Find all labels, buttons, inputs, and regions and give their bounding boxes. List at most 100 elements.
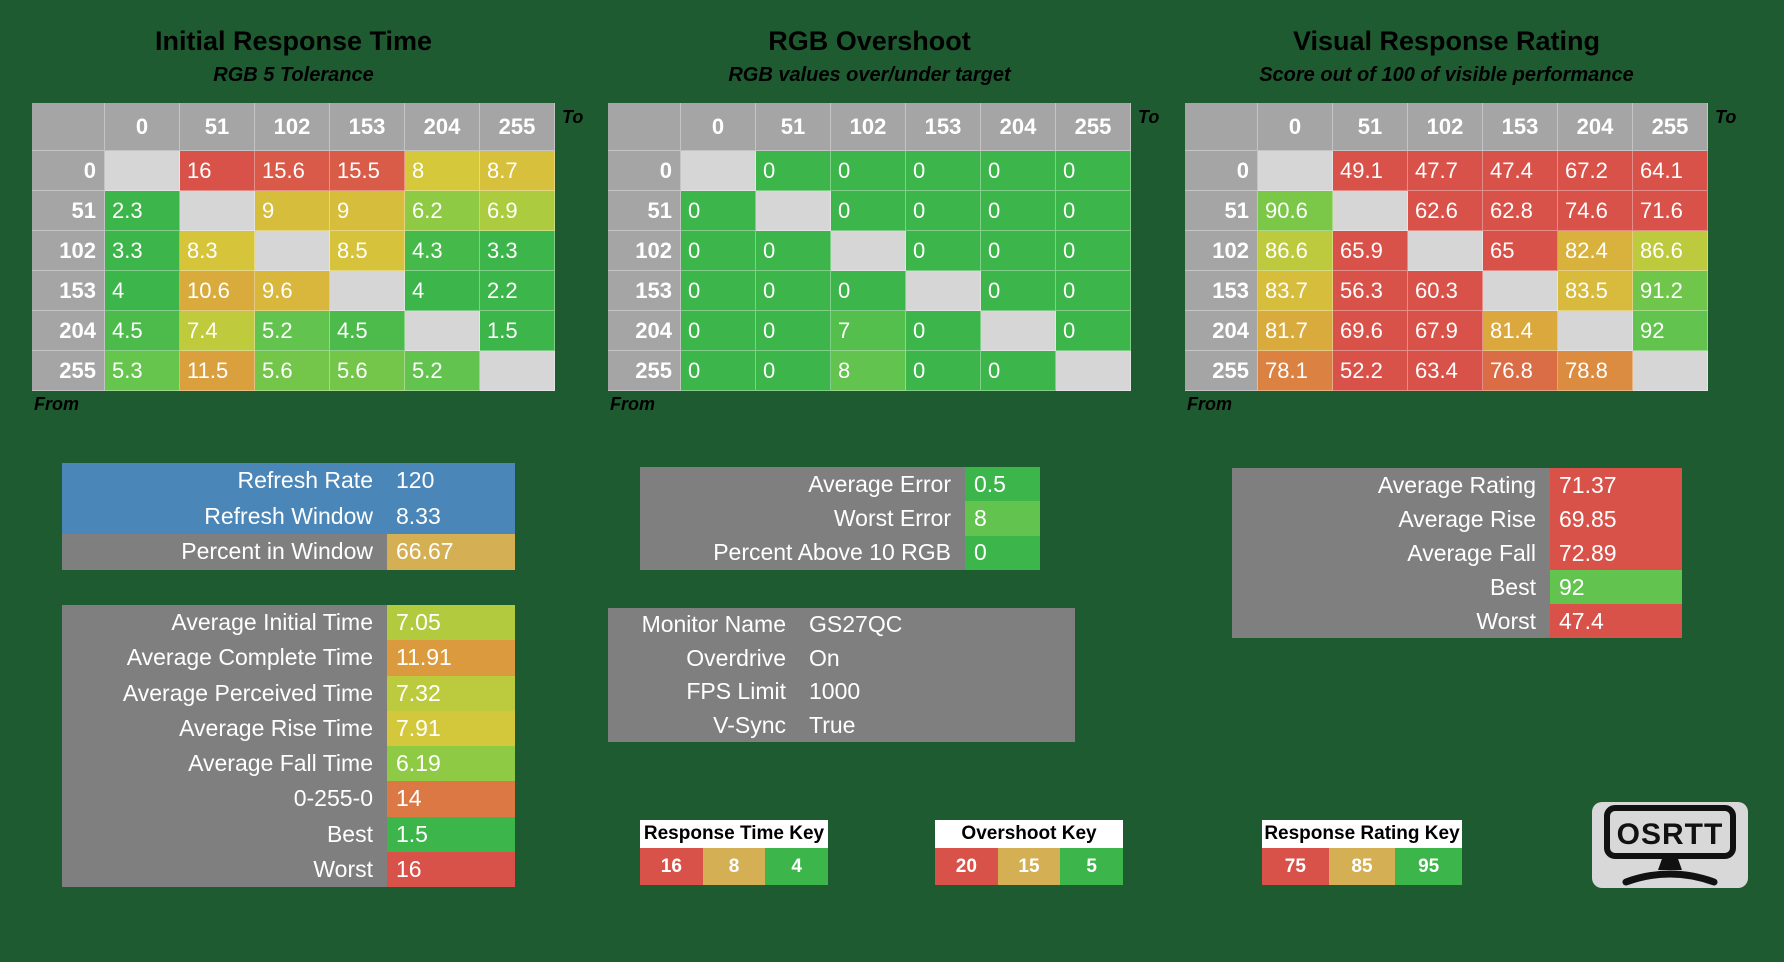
heatmap-cell: 8.5 — [330, 231, 405, 271]
heatmap-col-header: 153 — [330, 103, 405, 151]
panel-value: 14 — [387, 781, 515, 817]
heatmap-cell: 62.8 — [1483, 191, 1558, 231]
panel-value: On — [800, 641, 1075, 675]
heatmap-cell: 65.9 — [1333, 231, 1408, 271]
heatmap-row: 0 16 15.6 15.5 8 8.7 — [32, 151, 555, 191]
panel-value: 0.5 — [965, 467, 1040, 502]
heatmap-col-header: 51 — [1333, 103, 1408, 151]
key-0: Response Time Key 16 8 4 — [640, 820, 828, 885]
panel-row: Average Error 0.5 — [640, 467, 1040, 502]
heatmap-col-header: 0 — [681, 103, 756, 151]
heatmap-row-header: 204 — [32, 311, 105, 351]
heatmap-cell: 0 — [981, 151, 1056, 191]
panel-row: Average Rise 69.85 — [1232, 502, 1682, 536]
heatmap-cell: 92 — [1633, 311, 1708, 351]
heatmap-cell: 0 — [906, 311, 981, 351]
table-title: Initial Response Time — [154, 26, 433, 56]
panel-label: FPS Limit — [608, 675, 800, 709]
heatmap-header-row: 0 51 102 153 204 255 — [32, 103, 555, 151]
heatmap-cell: 4.5 — [330, 311, 405, 351]
panel-value: 47.4 — [1550, 604, 1682, 638]
heatmap-cell: 11.5 — [180, 351, 255, 391]
panel-value: 72.89 — [1550, 536, 1682, 570]
heatmap-cell: 76.8 — [1483, 351, 1558, 391]
axis-to-label: To — [562, 107, 584, 127]
heatmap-row-header: 0 — [608, 151, 681, 191]
heatmap-cell: 9.6 — [255, 271, 330, 311]
heatmap-row: 204 0 0 7 0 0 — [608, 311, 1131, 351]
panel-row: Average Fall Time 6.19 — [62, 746, 515, 782]
heatmap-row: 102 3.3 8.3 8.5 4.3 3.3 — [32, 231, 555, 271]
key-cell: 15 — [997, 848, 1061, 885]
heatmap-cell: 67.9 — [1408, 311, 1483, 351]
heatmap-cell: 16 — [180, 151, 255, 191]
panel-value: 7.05 — [387, 605, 515, 641]
key-cell: 95 — [1395, 848, 1462, 885]
panel-value: 8.33 — [387, 498, 515, 535]
heatmap-cell: 0 — [681, 351, 756, 391]
panel-label: Overdrive — [608, 641, 800, 675]
heatmap-header-row: 0 51 102 153 204 255 — [608, 103, 1131, 151]
heatmap-cell: 52.2 — [1333, 351, 1408, 391]
heatmap-cell: 78.1 — [1258, 351, 1333, 391]
heatmap-cell: 5.6 — [255, 351, 330, 391]
heatmap-col-header: 255 — [1056, 103, 1131, 151]
heatmap-row-header: 0 — [1185, 151, 1258, 191]
heatmap-col-header: 102 — [255, 103, 330, 151]
heatmap-diagonal-cell — [1633, 351, 1708, 391]
panel-value: 1.5 — [387, 816, 515, 852]
heatmap-cell: 49.1 — [1333, 151, 1408, 191]
panel-label: Average Fall — [1232, 536, 1550, 570]
heatmap-diagonal-cell — [1258, 151, 1333, 191]
heatmap-cell: 7.4 — [180, 311, 255, 351]
heatmap-cell: 5.6 — [330, 351, 405, 391]
heatmap-row: 204 4.5 7.4 5.2 4.5 1.5 — [32, 311, 555, 351]
heatmap-col-header: 153 — [1483, 103, 1558, 151]
panel-label: Average Fall Time — [62, 746, 387, 782]
heatmap-diagonal-cell — [405, 311, 480, 351]
heatmap-cell: 47.4 — [1483, 151, 1558, 191]
heatmap-cell: 0 — [681, 311, 756, 351]
monitor-icon: OSRTT — [1604, 805, 1736, 886]
heatmap-cell: 0 — [906, 351, 981, 391]
svg-text:OSRTT: OSRTT — [1617, 818, 1724, 851]
panel-label: Average Error — [640, 467, 965, 502]
panel-row: Refresh Rate 120 — [62, 463, 515, 499]
heatmap-row-header: 204 — [608, 311, 681, 351]
heatmap-col-header: 204 — [405, 103, 480, 151]
heatmap-grid: 0 51 102 153 204 255 0 49.1 47.7 47.4 67.2 64.1 51 90… — [1185, 103, 1708, 391]
heatmap-diagonal-cell — [906, 271, 981, 311]
heatmap-row-header: 255 — [608, 351, 681, 391]
heatmap-cell: 0 — [906, 191, 981, 231]
errors-panel: Average Error 0.5 Worst Error 8 Percent Abov… — [640, 467, 1040, 571]
heatmap-row-header: 255 — [1185, 351, 1258, 391]
heatmap-cell: 0 — [756, 271, 831, 311]
panel-row: FPS Limit 1000 — [608, 675, 1075, 709]
heatmap-col-header: 51 — [180, 103, 255, 151]
key-1: Overshoot Key 20 15 5 — [935, 820, 1123, 885]
panel-label: Average Initial Time — [62, 605, 387, 641]
heatmap-cell: 15.6 — [255, 151, 330, 191]
panel-label: 0-255-0 — [62, 781, 387, 817]
rating-panel: Average Rating 71.37 Average Rise 69.85 Aver… — [1232, 468, 1682, 638]
heatmap-cell: 60.3 — [1408, 271, 1483, 311]
heatmap-diagonal-cell — [255, 231, 330, 271]
key-cell: 8 — [702, 848, 766, 885]
heatmap-row: 255 5.3 11.5 5.6 5.6 5.2 — [32, 351, 555, 391]
panel-label: Percent in Window — [62, 534, 387, 570]
panel-row: Worst Error 8 — [640, 501, 1040, 536]
heatmap-diagonal-cell — [105, 151, 180, 191]
heatmap-cell: 62.6 — [1408, 191, 1483, 231]
panel-row: Average Perceived Time 7.32 — [62, 675, 515, 711]
panel-row: Average Rise Time 7.91 — [62, 710, 515, 746]
panel-label: Best — [1232, 570, 1550, 604]
panel-row: Overdrive On — [608, 641, 1075, 675]
heatmap-diagonal-cell — [1558, 311, 1633, 351]
heatmap-cell: 0 — [981, 271, 1056, 311]
panel-label: Monitor Name — [608, 608, 800, 642]
key-title: Response Time Key — [640, 820, 828, 848]
key-cell: 20 — [935, 848, 998, 885]
heatmap-diagonal-cell — [330, 271, 405, 311]
heatmap-cell: 0 — [756, 351, 831, 391]
